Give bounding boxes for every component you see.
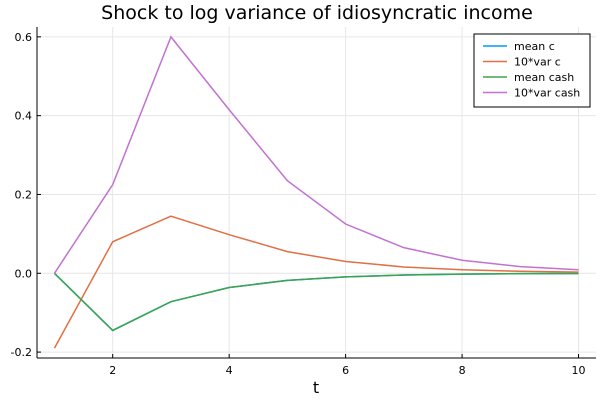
series-line-2 [53, 215, 579, 349]
x-axis-label: t [313, 378, 319, 397]
series-group [53, 35, 579, 349]
x-tick-label: 4 [226, 364, 233, 377]
legend-label: 10*var c [514, 56, 561, 69]
series-line-3 [53, 272, 579, 332]
legend-label: mean cash [514, 71, 574, 84]
x-tick-label: 10 [572, 364, 586, 377]
legend-label: mean c [514, 40, 555, 53]
x-tick-label: 2 [109, 364, 116, 377]
y-tick-label: -0.2 [11, 346, 32, 359]
y-tick-label: 0.6 [15, 31, 33, 44]
y-tick-label: 0.2 [15, 188, 33, 201]
legend-items: mean c 10*var c mean cash 10*var cash [483, 40, 580, 100]
x-ticks: 2 4 6 8 10 [109, 354, 586, 377]
y-tick-label: 0.4 [15, 110, 33, 123]
legend[interactable]: mean c 10*var c mean cash 10*var cash [473, 33, 591, 108]
y-tick-label: 0.0 [15, 267, 33, 280]
chart-title: Shock to log variance of idiosyncratic i… [101, 2, 533, 24]
x-tick-label: 6 [342, 364, 349, 377]
x-tick-label: 8 [459, 364, 466, 377]
axes [36, 27, 596, 359]
series-line-4 [53, 35, 579, 274]
y-ticks: -0.2 0.0 0.2 0.4 0.6 [11, 31, 41, 359]
legend-label: 10*var cash [514, 87, 580, 100]
